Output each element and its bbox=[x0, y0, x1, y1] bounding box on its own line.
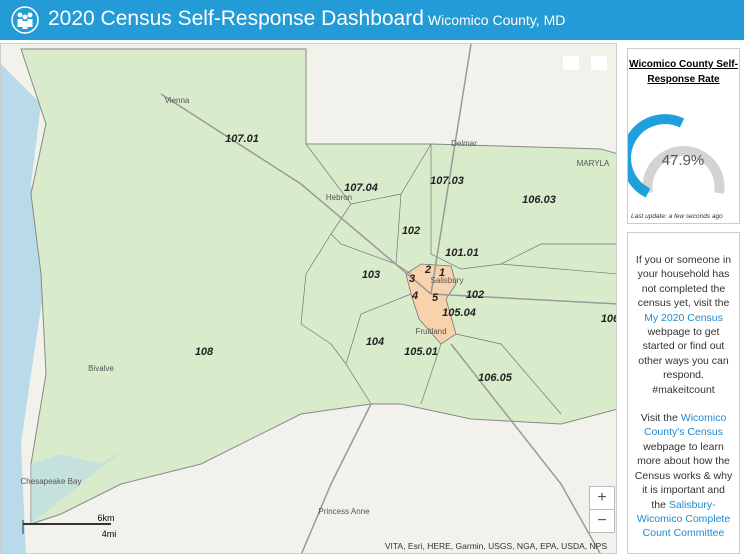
place-label: Princess Anne bbox=[318, 507, 370, 516]
water bbox=[31, 444, 131, 524]
text: webpage to learn more about how the Cens… bbox=[634, 440, 733, 511]
link[interactable]: Wicomico County's Census bbox=[643, 412, 727, 439]
zoom-out[interactable]: − bbox=[589, 509, 615, 533]
text: If you or someone in your household has … bbox=[635, 254, 732, 310]
tract-label: 1 bbox=[439, 267, 445, 279]
water bbox=[1, 64, 46, 553]
text: webpage to get started or find out other… bbox=[638, 326, 729, 396]
gauge: 47.9% bbox=[628, 114, 725, 198]
info-panel: If you or someone in your household has … bbox=[627, 232, 740, 554]
link[interactable]: My 2020 Census bbox=[644, 311, 723, 324]
tract-label: 101.01 bbox=[445, 247, 479, 259]
tract-label: 104 bbox=[366, 336, 384, 348]
county-area bbox=[20, 48, 616, 525]
scale-km: 6km bbox=[97, 513, 114, 523]
paragraph: Visit the Wicomico County's Census webpa… bbox=[634, 411, 733, 541]
attribution: VITA, Esri, HERE, Garmin, USGS, NGA, EPA… bbox=[385, 541, 607, 551]
gauge-value: 47.9% bbox=[662, 152, 705, 169]
tract-label: 106.03 bbox=[522, 194, 556, 206]
link[interactable]: Salisbury-Wicomico Complete Count Commit… bbox=[636, 498, 731, 540]
subtitle: Wicomico County, MD bbox=[427, 12, 566, 28]
layer-tools[interactable] bbox=[563, 56, 607, 70]
tract-label: 102 bbox=[402, 225, 420, 237]
tract-label: 2 bbox=[424, 264, 431, 276]
tract-label: 106 bbox=[601, 313, 617, 325]
tract-label: 105.01 bbox=[404, 346, 438, 358]
text: Visit the bbox=[640, 412, 681, 425]
gauge-track bbox=[642, 146, 725, 194]
place-label: Delmar bbox=[451, 139, 477, 148]
tract-label: 106.05 bbox=[478, 372, 513, 384]
paragraph: If you or someone in your household has … bbox=[634, 253, 733, 397]
tract-label: 107.03 bbox=[430, 175, 464, 187]
place-label: Vienna bbox=[165, 96, 190, 105]
map[interactable]: 6km 4mi VITA, Esri, HERE, Garmin, USGS, … bbox=[0, 43, 617, 554]
last-update: Last update: a few seconds ago bbox=[631, 213, 723, 220]
gauge-title: Wicomico County Self-Response Rate bbox=[629, 59, 738, 85]
zoom-in[interactable]: + bbox=[589, 486, 615, 510]
roads bbox=[160, 44, 616, 553]
gauge-panel: Wicomico County Self-Response Rate 47.9%… bbox=[627, 48, 740, 224]
place-label: Salisbury bbox=[431, 276, 464, 285]
place-label: MARYLA bbox=[577, 159, 610, 168]
gauge-fill bbox=[628, 114, 685, 198]
tract-label: 4 bbox=[411, 290, 418, 302]
tract-label: 107.01 bbox=[225, 133, 259, 145]
place-label: Fruitland bbox=[415, 327, 446, 336]
tract-label: 108 bbox=[195, 346, 214, 358]
tract-label: 5 bbox=[432, 292, 439, 304]
place-label: Bivalve bbox=[88, 364, 114, 373]
map-canvas: 6km 4mi VITA, Esri, HERE, Garmin, USGS, … bbox=[1, 44, 617, 553]
tract-label: 107.04 bbox=[344, 182, 378, 194]
scale-mi: 4mi bbox=[102, 529, 117, 539]
place-label: Chesapeake Bay bbox=[21, 477, 82, 486]
tract-label: 103 bbox=[362, 269, 380, 281]
title: 2020 Census Self-Response Dashboard bbox=[48, 7, 424, 30]
tract-label: 102 bbox=[466, 289, 484, 301]
logo-icon bbox=[11, 6, 39, 34]
tract-label: 105.04 bbox=[442, 307, 476, 319]
place-label: Hebron bbox=[326, 193, 352, 202]
header: 2020 Census Self-Response Dashboard Wicom… bbox=[0, 0, 744, 40]
tract-label: 3 bbox=[409, 273, 415, 285]
